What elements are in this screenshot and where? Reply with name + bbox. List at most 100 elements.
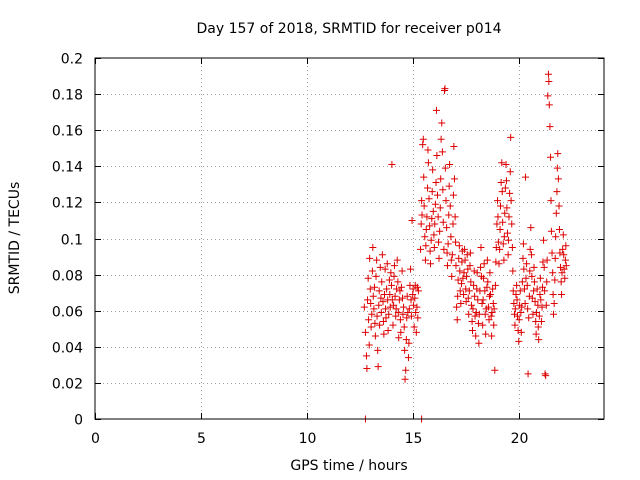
data-point xyxy=(426,247,434,255)
data-point xyxy=(425,195,433,203)
data-point xyxy=(483,256,491,264)
data-point xyxy=(447,233,455,241)
data-point xyxy=(471,292,479,300)
data-point xyxy=(557,263,565,271)
data-point xyxy=(490,305,498,313)
data-point xyxy=(527,224,535,232)
data-point xyxy=(477,263,485,271)
y-tick-label: 0.02 xyxy=(52,377,83,393)
x-axis-label: GPS time / hours xyxy=(290,458,407,474)
data-point xyxy=(522,173,530,181)
data-point xyxy=(562,262,570,270)
data-point xyxy=(384,327,392,335)
y-tick-label: 0.16 xyxy=(52,124,83,140)
data-point xyxy=(500,256,508,264)
data-point xyxy=(513,312,521,320)
data-point xyxy=(508,244,516,252)
data-point xyxy=(381,265,389,273)
data-point xyxy=(524,370,532,378)
data-point xyxy=(382,305,390,313)
data-point xyxy=(441,85,449,93)
data-point xyxy=(553,188,561,196)
data-point xyxy=(418,211,426,219)
data-point xyxy=(445,211,453,219)
data-point xyxy=(498,188,506,196)
data-point xyxy=(499,218,507,226)
data-point xyxy=(496,225,504,233)
data-point xyxy=(371,283,379,291)
data-point xyxy=(376,263,384,271)
data-point xyxy=(504,251,512,259)
data-point xyxy=(485,316,493,324)
data-point xyxy=(365,341,373,349)
data-point xyxy=(383,260,391,268)
x-tick-label: 15 xyxy=(405,431,423,447)
data-point xyxy=(491,281,499,289)
data-point xyxy=(535,336,543,344)
data-point xyxy=(525,314,533,322)
data-point xyxy=(419,141,427,149)
data-point xyxy=(475,310,483,318)
y-axis-label: SRMTID / TECUs xyxy=(7,182,23,295)
data-point xyxy=(417,245,425,253)
data-point xyxy=(475,339,483,347)
data-point xyxy=(463,272,471,280)
data-point xyxy=(481,287,489,295)
data-point xyxy=(480,260,488,268)
data-point xyxy=(520,285,528,293)
data-point xyxy=(471,312,479,320)
data-point xyxy=(495,260,503,268)
data-point xyxy=(443,249,451,257)
data-point xyxy=(421,256,429,264)
data-point xyxy=(505,213,513,221)
data-point xyxy=(555,225,563,233)
y-tick-label: 0.18 xyxy=(52,88,83,104)
data-point xyxy=(491,366,499,374)
data-point xyxy=(464,265,472,273)
data-point xyxy=(535,312,543,320)
data-point xyxy=(559,245,567,253)
data-point xyxy=(413,283,421,291)
data-point xyxy=(470,267,478,275)
data-point xyxy=(511,321,519,329)
data-point xyxy=(509,287,517,295)
data-point xyxy=(439,218,447,226)
data-point xyxy=(494,238,502,246)
data-points xyxy=(360,70,570,423)
x-tick-label: 20 xyxy=(511,431,529,447)
data-point xyxy=(429,166,437,174)
data-point xyxy=(511,305,519,313)
data-point xyxy=(547,227,555,235)
data-point xyxy=(513,296,521,304)
data-point xyxy=(488,332,496,340)
data-point xyxy=(363,364,371,372)
data-point xyxy=(448,251,456,259)
data-point xyxy=(401,375,409,383)
data-point xyxy=(430,244,438,252)
data-point xyxy=(462,285,470,293)
data-point xyxy=(497,179,505,187)
data-point xyxy=(556,249,564,257)
data-point xyxy=(391,292,399,300)
data-point xyxy=(449,220,457,228)
data-point xyxy=(547,153,555,161)
data-point xyxy=(540,236,548,244)
data-point xyxy=(540,263,548,271)
data-point xyxy=(497,202,505,210)
data-point xyxy=(466,249,474,257)
data-point xyxy=(469,305,477,313)
data-point xyxy=(461,256,469,264)
data-point xyxy=(426,222,434,230)
data-point xyxy=(364,274,372,282)
data-point xyxy=(397,283,405,291)
data-point xyxy=(383,285,391,293)
data-point xyxy=(524,305,532,313)
data-point xyxy=(530,263,538,271)
data-point xyxy=(460,290,468,298)
data-point xyxy=(402,366,410,374)
data-point xyxy=(484,303,492,311)
data-point xyxy=(387,269,395,277)
data-point xyxy=(509,267,517,275)
data-point xyxy=(455,242,463,250)
data-point xyxy=(478,299,486,307)
